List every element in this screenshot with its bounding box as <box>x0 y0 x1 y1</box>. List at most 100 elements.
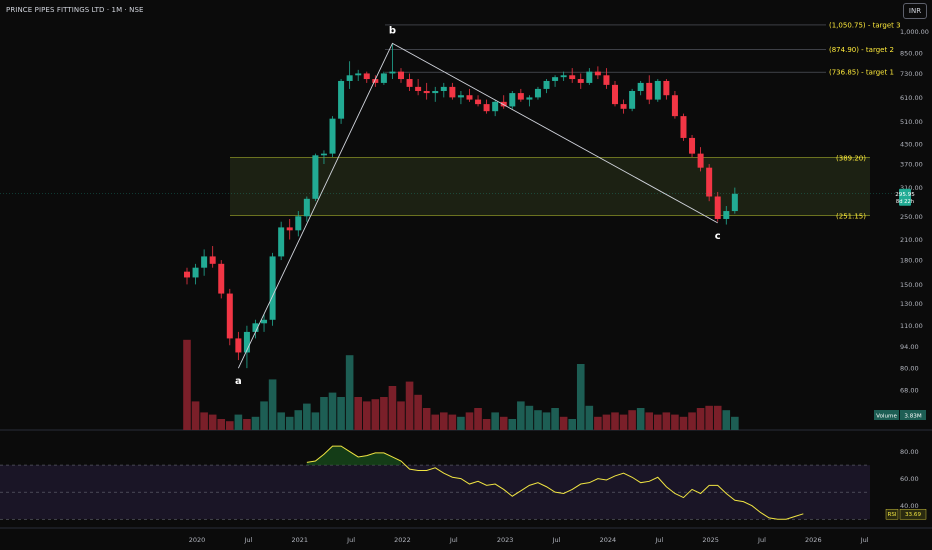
rsi-axis-label: 60.00 <box>900 475 919 483</box>
volume-bar <box>713 405 722 430</box>
candle-body <box>629 90 636 109</box>
volume-bar <box>260 401 268 430</box>
candle-body <box>586 71 593 83</box>
price-axis-label: 130.00 <box>900 300 923 308</box>
volume-bar <box>457 416 465 430</box>
time-axis-label: Jul <box>552 536 561 544</box>
volume-bar <box>654 414 662 430</box>
price-axis-label: 250.00 <box>900 213 923 221</box>
candle-body <box>218 263 225 294</box>
candle-body <box>329 118 336 154</box>
candle-body <box>731 193 738 212</box>
candle-body <box>243 331 250 353</box>
candle-body <box>509 93 516 107</box>
volume-bar <box>380 397 388 430</box>
volume-bar <box>594 416 602 430</box>
price-axis-label: 94.00 <box>900 343 919 351</box>
volume-bar <box>208 414 217 430</box>
volume-bar <box>731 416 739 430</box>
candle-body <box>389 71 396 74</box>
volume-value-box <box>900 410 926 420</box>
candle-body <box>346 75 353 81</box>
candle-body <box>560 75 567 78</box>
volume-bar <box>474 408 482 430</box>
candle-body <box>543 80 550 89</box>
volume-bar <box>191 401 200 430</box>
price-axis-label: 150.00 <box>900 281 923 289</box>
wave-label-b: b <box>389 25 396 36</box>
rsi-value-box <box>899 509 927 520</box>
candle-body <box>714 196 721 219</box>
target-label-1: (736.85) - target 1 <box>829 69 894 77</box>
volume-bar <box>243 419 251 430</box>
candle-body <box>380 73 387 83</box>
volume-bar <box>568 419 576 430</box>
candle-body <box>475 99 482 105</box>
price-axis-label: 110.00 <box>900 322 923 330</box>
volume-bar <box>311 412 320 430</box>
candle-body <box>201 256 208 268</box>
candle-body <box>398 71 404 80</box>
countdown-value: 8d 22h <box>896 199 914 205</box>
current-price-tag <box>899 188 911 206</box>
rsi-value: 33.69 <box>905 512 921 518</box>
zone-lower-label: (251.15) <box>836 213 866 221</box>
candle-body <box>457 95 464 98</box>
rsi-axis-label: 40.00 <box>900 502 919 510</box>
price-axis-label: 610.00 <box>900 94 923 102</box>
time-axis-label: Jul <box>757 536 766 544</box>
candle-body <box>269 256 276 320</box>
currency-button[interactable]: INR <box>903 3 927 19</box>
time-axis-label: Jul <box>346 536 355 544</box>
rsi-label-box <box>885 509 899 520</box>
candle-body <box>706 167 713 197</box>
time-axis-label: 2026 <box>805 536 822 544</box>
volume-bar <box>388 386 397 430</box>
candle-body <box>637 82 644 91</box>
candle-body <box>192 267 199 278</box>
candle-body <box>620 104 627 109</box>
volume-bar <box>362 401 371 430</box>
volume-bar <box>294 410 303 430</box>
volume-bar <box>696 408 705 430</box>
volume-bar <box>551 408 559 430</box>
volume-bar <box>422 408 431 430</box>
time-axis-label: 2022 <box>394 536 411 544</box>
time-axis-label: 2021 <box>291 536 308 544</box>
volume-bar <box>662 412 671 430</box>
volume-bar <box>679 416 688 430</box>
price-axis-label: 850.00 <box>900 50 923 58</box>
rsi-overbought-fill <box>306 446 401 466</box>
volume-bar <box>619 414 628 430</box>
candle-body <box>226 293 233 339</box>
volume-bar <box>534 410 542 430</box>
wave-label-a: a <box>235 376 242 387</box>
volume-bar <box>465 412 474 430</box>
wave-label-c: c <box>715 231 721 242</box>
candle-body <box>312 155 319 199</box>
candle-body <box>689 137 696 154</box>
volume-bar <box>602 414 611 430</box>
volume-bar <box>559 416 568 430</box>
volume-bar <box>671 414 679 430</box>
candle-body <box>526 97 533 100</box>
candle-body <box>680 116 687 138</box>
time-axis-label: 2024 <box>600 536 617 544</box>
candle-body <box>235 338 242 353</box>
time-axis-label: Jul <box>243 536 252 544</box>
candle-body <box>355 73 362 76</box>
candle-body <box>500 101 507 107</box>
price-axis-label: 180.00 <box>900 257 923 265</box>
time-axis-label: Jul <box>860 536 869 544</box>
candle-body <box>209 256 216 264</box>
candle-body <box>552 77 559 81</box>
volume-bar <box>722 410 731 430</box>
volume-bar <box>371 399 380 430</box>
volume-bar <box>636 408 645 430</box>
candle-body <box>406 79 413 87</box>
volume-bar <box>251 416 260 430</box>
candle-body <box>432 90 439 94</box>
candle-body <box>492 101 499 112</box>
time-axis-label: 2025 <box>702 536 719 544</box>
volume-bar <box>542 412 551 430</box>
